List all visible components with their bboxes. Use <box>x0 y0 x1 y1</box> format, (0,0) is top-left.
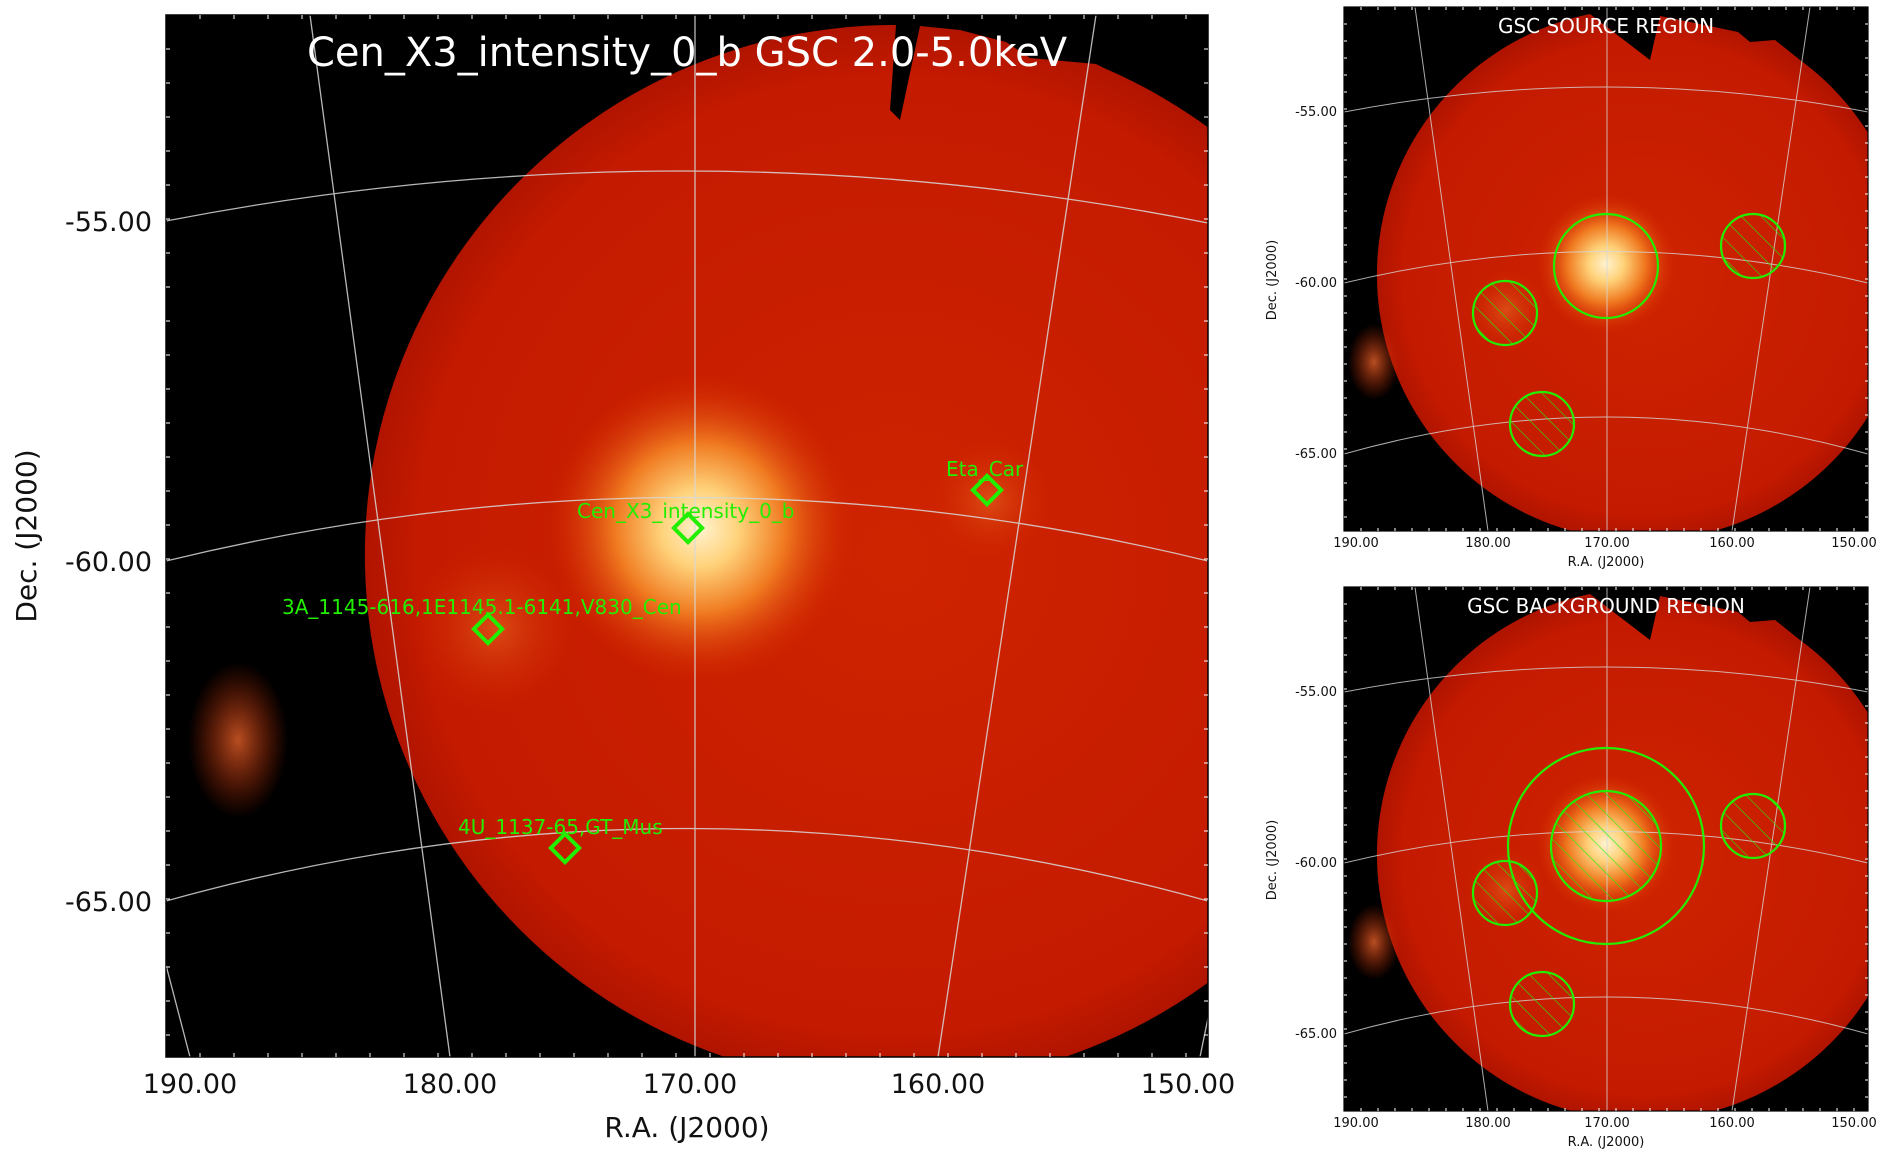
main-y-axis-label: Dec. (J2000) <box>10 449 43 622</box>
src-y-tick-60: -60.00 <box>1295 276 1337 291</box>
bkg-exclusion-eta <box>1719 792 1787 860</box>
bkg-y-tick-labels: -55.00 -60.00 -65.00 <box>1295 685 1337 1042</box>
bkg-exclusion-4u <box>1508 970 1576 1038</box>
main-y-tick-55: -55.00 <box>65 207 152 238</box>
marker-cen-x3 <box>671 511 705 545</box>
source-region-panel: GSC SOURCE REGION 190.00 180.00 170.00 1… <box>1265 6 1877 570</box>
src-x-tick-190: 190.00 <box>1333 536 1379 551</box>
src-x-axis-label: R.A. (J2000) <box>1568 555 1645 570</box>
marker-4u-1137 <box>548 831 582 865</box>
src-panel-edge-glow <box>1348 324 1400 400</box>
main-grid <box>166 15 1208 1057</box>
label-4u-1137: 4U_1137-65,GT_Mus <box>458 815 663 839</box>
bkg-x-tick-160: 160.00 <box>1709 1116 1755 1131</box>
main-y-tick-65: -65.00 <box>65 887 152 918</box>
label-cen-x3: Cen_X3_intensity_0_b <box>577 499 795 523</box>
main-grid-ra-180 <box>309 15 451 1057</box>
main-x-tick-160: 160.00 <box>891 1069 985 1100</box>
main-source-markers <box>471 473 1004 865</box>
bkg-y-tick-55: -55.00 <box>1295 685 1337 700</box>
main-grid-dec-65 <box>166 827 1208 902</box>
bkg-x-axis-label: R.A. (J2000) <box>1568 1135 1645 1150</box>
src-y-tick-65: -65.00 <box>1295 447 1337 462</box>
src-grid-ra-180 <box>1414 7 1489 531</box>
bkg-annulus-outer <box>1506 746 1706 946</box>
src-region-circle <box>1552 212 1660 320</box>
src-y-tick-55: -55.00 <box>1295 105 1337 120</box>
main-grid-dec-55 <box>166 170 1208 224</box>
bkg-x-tick-labels: 190.00 180.00 170.00 160.00 150.00 <box>1333 1116 1877 1131</box>
main-chart-title: Cen_X3_intensity_0_b GSC 2.0-5.0keV <box>307 30 1068 76</box>
main-x-tick-190: 190.00 <box>143 1069 237 1100</box>
bkg-panel-regions <box>1471 746 1787 1038</box>
bkg-x-tick-170: 170.00 <box>1584 1116 1630 1131</box>
main-grid-dec-60 <box>166 496 1208 562</box>
bkg-exclusion-3a <box>1471 859 1539 927</box>
main-x-axis-label: R.A. (J2000) <box>604 1111 769 1144</box>
bkg-y-tick-60: -60.00 <box>1295 856 1337 871</box>
src-x-tick-150: 150.00 <box>1831 536 1877 551</box>
main-source-labels: Cen_X3_intensity_0_b Eta_Car 3A_1145-616… <box>282 457 1024 839</box>
src-x-tick-170: 170.00 <box>1584 536 1630 551</box>
bkg-y-tick-65: -65.00 <box>1295 1027 1337 1042</box>
main-faint-source-3a <box>410 543 580 713</box>
src-panel-regions <box>1471 212 1787 458</box>
src-panel-frame <box>1343 6 1869 532</box>
bkg-panel-frame <box>1343 586 1869 1112</box>
main-panel: Cen_X3_intensity_0_b Eta_Car 3A_1145-616… <box>10 14 1235 1144</box>
bkg-y-axis-label: Dec. (J2000) <box>1265 820 1280 900</box>
bkg-grid-ra-180 <box>1414 587 1489 1111</box>
bkg-panel-title: GSC BACKGROUND REGION <box>1467 594 1745 618</box>
bkg-grid-dec-55 <box>1344 666 1868 693</box>
bkg-panel-axis-ticks <box>1344 587 1868 1111</box>
src-y-tick-labels: -55.00 -60.00 -65.00 <box>1295 105 1337 462</box>
main-x-tick-150: 150.00 <box>1141 1069 1235 1100</box>
main-grid-ra-190 <box>166 964 191 1057</box>
src-x-tick-labels: 190.00 180.00 170.00 160.00 150.00 <box>1333 536 1877 551</box>
main-y-tick-60: -60.00 <box>65 547 152 578</box>
main-grid-ra-160 <box>937 15 1097 1057</box>
src-y-axis-label: Dec. (J2000) <box>1265 240 1280 320</box>
main-grid-ra-150 <box>1199 1017 1208 1057</box>
bkg-grid-dec-65 <box>1344 996 1868 1035</box>
label-3a-1145: 3A_1145-616,1E1145.1-6141,V830_Cen <box>282 595 682 619</box>
bkg-x-tick-190: 190.00 <box>1333 1116 1379 1131</box>
src-exclusion-3a <box>1471 279 1539 347</box>
src-panel-grid <box>1344 7 1868 531</box>
bkg-x-tick-180: 180.00 <box>1465 1116 1511 1131</box>
main-axis-ticks <box>166 15 1208 1057</box>
src-panel-axis-ticks <box>1344 7 1868 531</box>
src-x-tick-160: 160.00 <box>1709 536 1755 551</box>
bkg-x-tick-150: 150.00 <box>1831 1116 1877 1131</box>
src-grid-dec-55 <box>1344 86 1868 113</box>
bkg-exclusion-center <box>1549 789 1663 903</box>
main-edge-glow <box>188 662 288 818</box>
main-plot-frame <box>165 14 1209 1058</box>
marker-3a-1145 <box>471 612 505 646</box>
src-x-tick-180: 180.00 <box>1465 536 1511 551</box>
main-x-tick-170: 170.00 <box>643 1069 737 1100</box>
background-region-panel: GSC BACKGROUND REGION 190.00 180.00 170.… <box>1265 586 1877 1150</box>
src-grid-dec-65 <box>1344 416 1868 455</box>
label-eta-car: Eta_Car <box>946 457 1024 481</box>
marker-eta-car <box>970 473 1004 507</box>
src-grid-dec-60 <box>1344 251 1868 284</box>
main-y-tick-labels: -55.00 -60.00 -65.00 <box>65 207 152 918</box>
src-exclusion-4u <box>1508 390 1576 458</box>
main-x-tick-labels: 190.00 180.00 170.00 160.00 150.00 <box>143 1069 1235 1100</box>
main-x-tick-180: 180.00 <box>403 1069 497 1100</box>
bkg-panel-edge-glow <box>1348 904 1400 980</box>
src-panel-title: GSC SOURCE REGION <box>1498 14 1714 38</box>
src-exclusion-eta <box>1719 212 1787 280</box>
